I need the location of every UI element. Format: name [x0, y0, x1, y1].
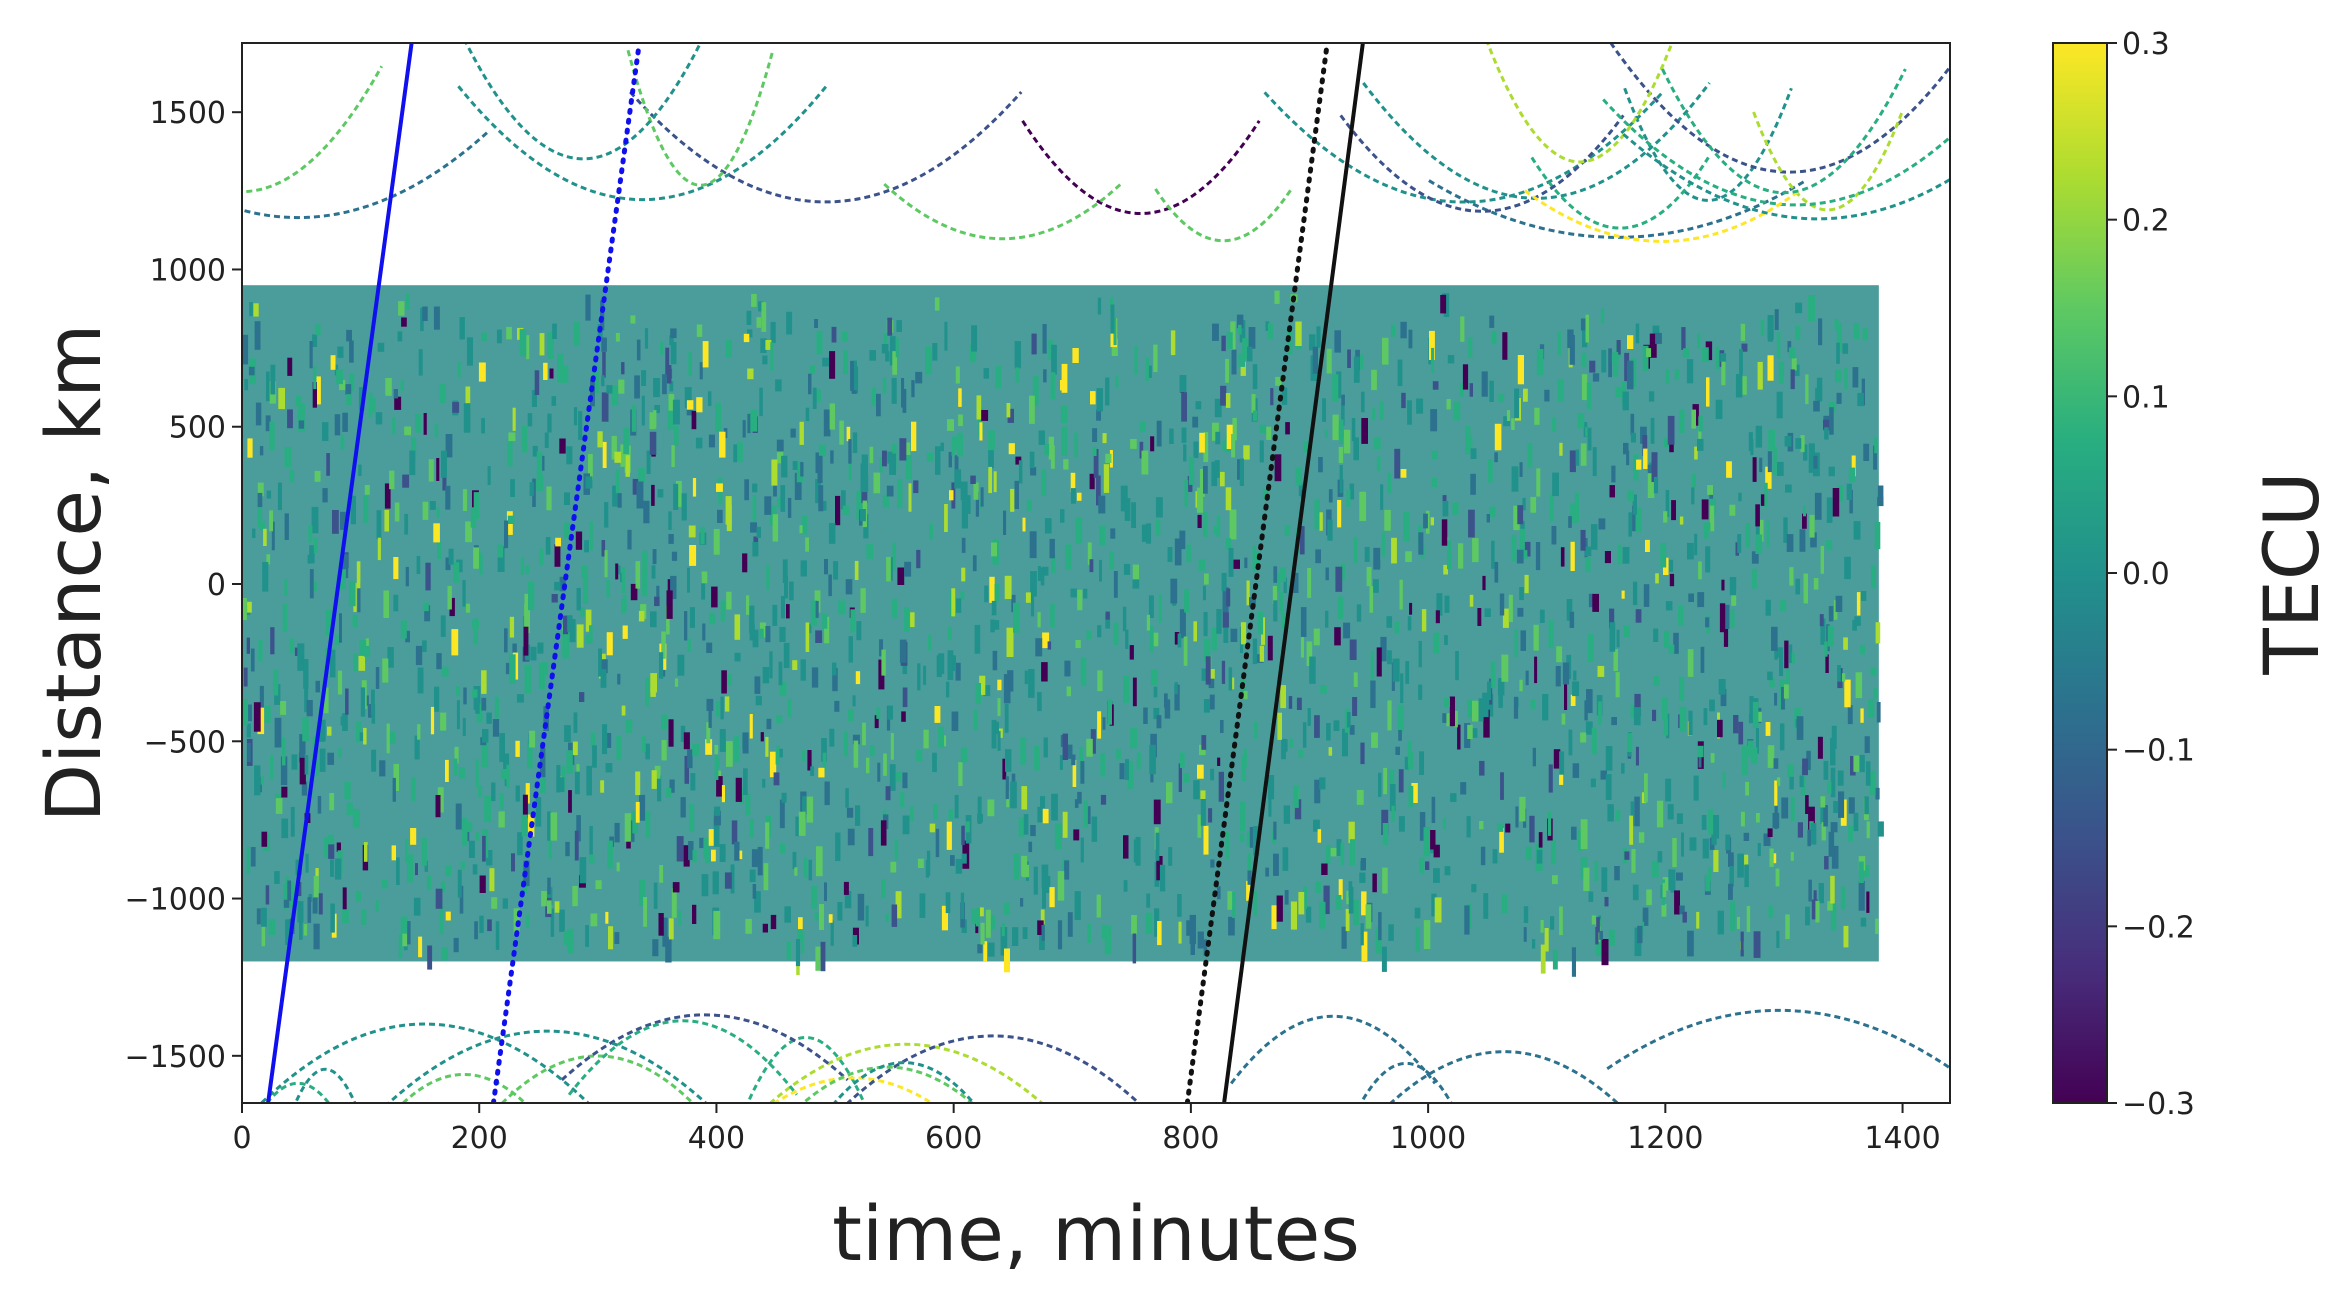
x-axis: 0 200 400 600 800 1000 1200 1400 — [232, 1103, 1941, 1156]
y-tick-label: 1500 — [150, 96, 226, 131]
y-tick-label: −1000 — [125, 883, 226, 918]
y-tick-label: −1500 — [125, 1040, 226, 1075]
y-tick-label: −500 — [144, 725, 226, 760]
plot-area — [241, 42, 1951, 1104]
colorbar-label: TECU — [2247, 471, 2336, 675]
x-tick-label: 400 — [688, 1121, 745, 1156]
reference-line — [490, 43, 642, 1103]
x-tick-label: 1200 — [1627, 1121, 1703, 1156]
x-tick-label: 1000 — [1390, 1121, 1466, 1156]
tecu-data-texture — [242, 43, 1950, 1103]
reference-line — [266, 43, 414, 1103]
y-axis: −1500 −1000 −500 0 500 1000 1500 — [125, 96, 242, 1075]
colorbar-tick-label: −0.3 — [2122, 1087, 2195, 1122]
x-tick-label: 600 — [925, 1121, 982, 1156]
y-tick-label: 1000 — [150, 253, 226, 288]
colorbar-tick-label: 0.1 — [2122, 380, 2170, 415]
y-axis-label: Distance, km — [29, 324, 118, 823]
colorbar-tick-label: 0.3 — [2122, 27, 2170, 62]
reference-line — [1222, 43, 1365, 1103]
colorbar-tick-label: 0.0 — [2122, 557, 2170, 592]
colorbar: 0.3 0.2 0.1 0.0 −0.1 −0.2 −0.3 TECU — [2052, 27, 2336, 1122]
colorbar-gradient — [2052, 42, 2108, 1104]
colorbar-tick-label: −0.1 — [2122, 734, 2195, 769]
reference-lines — [266, 43, 1365, 1103]
x-tick-label: 200 — [451, 1121, 508, 1156]
y-tick-label: 0 — [207, 568, 226, 603]
colorbar-tick-label: 0.2 — [2122, 204, 2170, 239]
x-tick-label: 800 — [1162, 1121, 1219, 1156]
colorbar-ticks: 0.3 0.2 0.1 0.0 −0.1 −0.2 −0.3 — [2107, 27, 2195, 1122]
plot-frame — [241, 42, 1951, 1104]
x-axis-label: time, minutes — [832, 1189, 1360, 1278]
x-tick-label: 0 — [232, 1121, 251, 1156]
reference-line — [1184, 43, 1330, 1103]
colorbar-tick-label: −0.2 — [2122, 910, 2195, 945]
x-tick-label: 1400 — [1864, 1121, 1940, 1156]
y-tick-label: 500 — [169, 411, 226, 446]
